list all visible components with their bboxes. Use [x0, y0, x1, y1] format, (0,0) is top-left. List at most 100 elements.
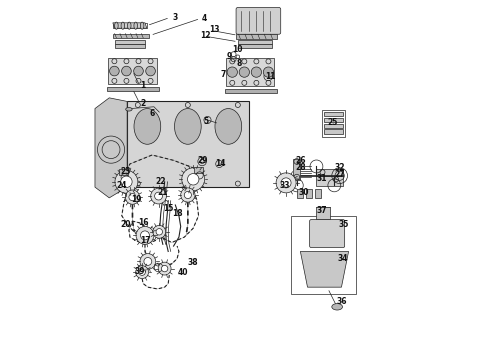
Text: 17: 17 — [140, 236, 150, 245]
Ellipse shape — [121, 22, 124, 29]
Text: 14: 14 — [215, 159, 225, 168]
Circle shape — [140, 253, 156, 269]
Circle shape — [181, 188, 195, 202]
Text: 38: 38 — [188, 258, 198, 267]
Circle shape — [239, 67, 249, 77]
Bar — [315, 189, 321, 198]
Text: 29: 29 — [197, 156, 207, 165]
Bar — [306, 189, 312, 198]
Text: 7: 7 — [221, 70, 226, 79]
Text: 13: 13 — [209, 26, 220, 35]
Bar — [323, 118, 343, 122]
Text: 36: 36 — [336, 297, 347, 306]
Circle shape — [136, 266, 148, 279]
Text: 39: 39 — [134, 267, 145, 276]
Circle shape — [155, 192, 163, 200]
Circle shape — [134, 66, 144, 76]
Bar — [238, 40, 272, 44]
Text: 10: 10 — [233, 45, 243, 54]
Ellipse shape — [126, 108, 132, 111]
Text: 20: 20 — [120, 220, 130, 229]
Text: 21: 21 — [158, 188, 168, 197]
Circle shape — [276, 173, 296, 193]
Text: 9: 9 — [226, 52, 232, 61]
Text: 27: 27 — [334, 170, 345, 179]
Bar — [292, 216, 356, 294]
Ellipse shape — [115, 22, 118, 29]
Bar — [323, 123, 343, 128]
Circle shape — [115, 170, 138, 193]
Circle shape — [158, 262, 171, 275]
Text: 30: 30 — [299, 188, 309, 197]
Bar — [297, 189, 303, 198]
Circle shape — [153, 225, 166, 238]
Circle shape — [156, 229, 163, 235]
Circle shape — [188, 174, 199, 185]
Bar — [323, 112, 343, 116]
Ellipse shape — [215, 109, 242, 144]
Text: 22: 22 — [156, 177, 166, 186]
Text: 16: 16 — [138, 219, 148, 228]
Bar — [115, 40, 145, 44]
Text: 23: 23 — [120, 167, 130, 176]
Text: 2: 2 — [141, 99, 146, 108]
Text: 4: 4 — [201, 14, 207, 23]
Circle shape — [263, 67, 273, 77]
Text: 12: 12 — [200, 31, 211, 40]
Text: 40: 40 — [177, 268, 188, 277]
Circle shape — [144, 257, 152, 265]
Ellipse shape — [127, 22, 131, 29]
Polygon shape — [300, 251, 348, 287]
Bar — [293, 158, 300, 180]
Circle shape — [151, 188, 167, 204]
Bar — [113, 33, 148, 38]
Bar — [316, 207, 330, 219]
Text: 31: 31 — [317, 174, 327, 183]
Text: 25: 25 — [327, 118, 338, 127]
Text: 5: 5 — [203, 117, 208, 126]
Bar — [317, 168, 343, 186]
Text: 18: 18 — [172, 210, 182, 219]
Ellipse shape — [140, 22, 144, 29]
Circle shape — [161, 265, 168, 272]
Text: 28: 28 — [295, 163, 306, 172]
Text: 33: 33 — [279, 181, 290, 190]
Circle shape — [227, 67, 238, 77]
Text: 15: 15 — [163, 204, 173, 213]
Circle shape — [182, 168, 205, 191]
Circle shape — [129, 194, 136, 201]
Bar — [115, 44, 145, 48]
Bar — [323, 129, 343, 134]
Text: 3: 3 — [172, 13, 178, 22]
Circle shape — [146, 66, 155, 76]
Circle shape — [281, 178, 291, 188]
Text: 8: 8 — [237, 59, 243, 68]
Bar — [236, 34, 277, 39]
FancyBboxPatch shape — [236, 8, 281, 34]
Bar — [194, 167, 203, 173]
Polygon shape — [113, 23, 147, 28]
Text: 37: 37 — [317, 206, 327, 215]
Bar — [322, 111, 345, 137]
Circle shape — [121, 176, 132, 188]
Text: 34: 34 — [338, 254, 348, 263]
FancyBboxPatch shape — [310, 220, 344, 248]
Polygon shape — [95, 98, 127, 198]
Ellipse shape — [332, 303, 343, 310]
Ellipse shape — [134, 22, 138, 29]
Text: 6: 6 — [149, 109, 155, 118]
Circle shape — [122, 66, 131, 76]
Circle shape — [251, 67, 262, 77]
Bar — [108, 58, 157, 85]
Bar — [107, 87, 159, 91]
Text: 24: 24 — [117, 181, 127, 190]
Circle shape — [125, 190, 140, 204]
Ellipse shape — [134, 109, 161, 144]
Text: 32: 32 — [334, 163, 345, 172]
Text: 26: 26 — [295, 156, 306, 165]
Bar — [226, 58, 274, 86]
Circle shape — [110, 66, 119, 76]
Bar — [225, 89, 277, 93]
Text: 1: 1 — [141, 81, 146, 90]
Text: 19: 19 — [131, 195, 141, 204]
